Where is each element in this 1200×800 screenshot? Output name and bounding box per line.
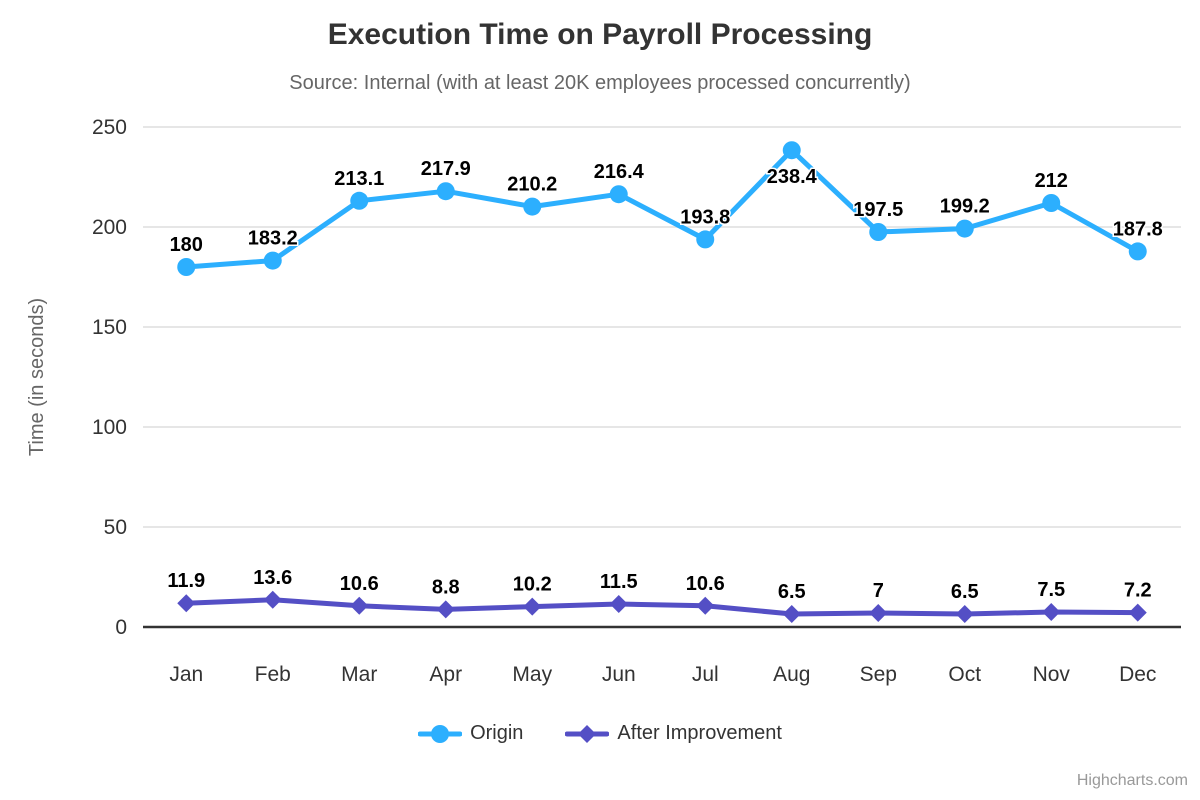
legend-circle-marker-icon <box>418 724 463 743</box>
data-point-label: 216.4 <box>594 161 645 183</box>
legend-item-after-improvement[interactable]: After Improvement <box>565 722 782 745</box>
data-point-label: 11.5 <box>600 571 638 593</box>
data-point-circle-marker[interactable] <box>609 185 628 204</box>
data-point-label: 13.6 <box>253 567 292 589</box>
data-point-label: 180 <box>170 234 203 256</box>
data-point-circle-marker[interactable] <box>177 258 196 276</box>
data-point-circle-marker[interactable] <box>869 223 888 241</box>
x-axis-tick-label: Dec <box>1119 663 1156 686</box>
data-point-circle-marker[interactable] <box>696 230 715 249</box>
data-point-diamond-marker[interactable] <box>436 600 455 619</box>
y-axis-tick-label: 200 <box>92 216 127 239</box>
data-point-diamond-marker[interactable] <box>609 595 628 613</box>
data-point-label: 212 <box>1035 170 1068 192</box>
data-point-label: 210.2 <box>507 174 557 196</box>
legend: Origin After Improvement <box>0 722 1200 745</box>
y-axis-tick-label: 150 <box>92 316 127 339</box>
x-axis-tick-label: Mar <box>341 663 377 686</box>
x-axis-tick-label: Jun <box>602 663 636 686</box>
data-point-label: 193.8 <box>680 206 730 228</box>
data-point-diamond-marker[interactable] <box>869 604 888 622</box>
credits-link[interactable]: Highcharts.com <box>1076 772 1188 789</box>
x-axis-tick-label: May <box>512 663 552 686</box>
x-axis-tick-label: Jul <box>692 663 719 686</box>
y-axis-tick-label: 100 <box>92 416 127 439</box>
x-axis-tick-label: Feb <box>255 663 291 686</box>
data-point-label: 8.8 <box>432 576 460 598</box>
chart-title: Execution Time on Payroll Processing <box>327 18 873 51</box>
data-point-label: 7 <box>873 580 884 602</box>
data-point-label: 7.2 <box>1124 580 1152 602</box>
data-point-diamond-marker[interactable] <box>1128 603 1147 622</box>
data-point-label: 213.1 <box>334 168 384 190</box>
data-point-label: 10.6 <box>340 573 379 595</box>
y-axis-tick-label: 0 <box>115 616 127 639</box>
series-line-origin <box>183 147 1141 270</box>
data-point-label: 6.5 <box>778 581 806 603</box>
data-point-label: 187.8 <box>1113 218 1163 240</box>
data-point-label: 11.9 <box>167 570 205 592</box>
x-axis-tick-label: Apr <box>429 663 462 686</box>
legend-item-origin[interactable]: Origin <box>418 722 523 745</box>
data-point-circle-marker[interactable] <box>782 141 801 160</box>
data-point-label: 183.2 <box>248 228 298 250</box>
data-point-diamond-marker[interactable] <box>696 596 715 615</box>
data-point-circle-marker[interactable] <box>523 197 542 216</box>
x-axis-tick-label: Nov <box>1033 663 1071 686</box>
y-axis-tick-label: 250 <box>92 116 127 139</box>
legend-item-label: Origin <box>470 722 524 744</box>
legend-diamond-marker-icon <box>565 724 610 743</box>
legend-item-label: After Improvement <box>617 722 782 744</box>
x-axis-tick-label: Aug <box>773 663 810 686</box>
data-point-diamond-marker[interactable] <box>523 597 542 616</box>
data-point-diamond-marker[interactable] <box>350 596 369 615</box>
data-point-diamond-marker[interactable] <box>263 590 282 609</box>
data-point-label: 10.2 <box>513 574 552 596</box>
chart-subtitle: Source: Internal (with at least 20K empl… <box>289 72 911 94</box>
data-point-label: 7.5 <box>1037 579 1065 601</box>
data-point-circle-marker[interactable] <box>350 191 369 210</box>
data-point-label: 199.2 <box>940 196 990 218</box>
data-point-label: 238.4 <box>767 166 818 188</box>
data-point-label: 6.5 <box>951 581 979 603</box>
data-point-label: 10.6 <box>686 573 725 595</box>
data-point-circle-marker[interactable] <box>436 182 455 201</box>
data-point-circle-marker[interactable] <box>1042 194 1061 212</box>
data-point-diamond-marker[interactable] <box>177 594 196 613</box>
x-axis-tick-label: Jan <box>169 663 203 686</box>
data-point-label: 217.9 <box>421 158 471 180</box>
data-point-circle-marker[interactable] <box>955 219 974 238</box>
data-point-label: 197.5 <box>853 199 903 221</box>
data-point-circle-marker[interactable] <box>1128 242 1147 261</box>
series-line-after-improvement <box>183 597 1141 617</box>
data-point-diamond-marker[interactable] <box>1042 603 1061 621</box>
data-point-diamond-marker[interactable] <box>955 605 974 623</box>
y-axis-title: Time (in seconds) <box>26 298 48 456</box>
x-axis-tick-label: Sep <box>860 663 897 686</box>
y-axis-tick-label: 50 <box>104 516 127 539</box>
data-point-diamond-marker[interactable] <box>782 605 801 623</box>
data-point-circle-marker[interactable] <box>263 251 282 270</box>
x-axis-tick-label: Oct <box>948 663 981 686</box>
